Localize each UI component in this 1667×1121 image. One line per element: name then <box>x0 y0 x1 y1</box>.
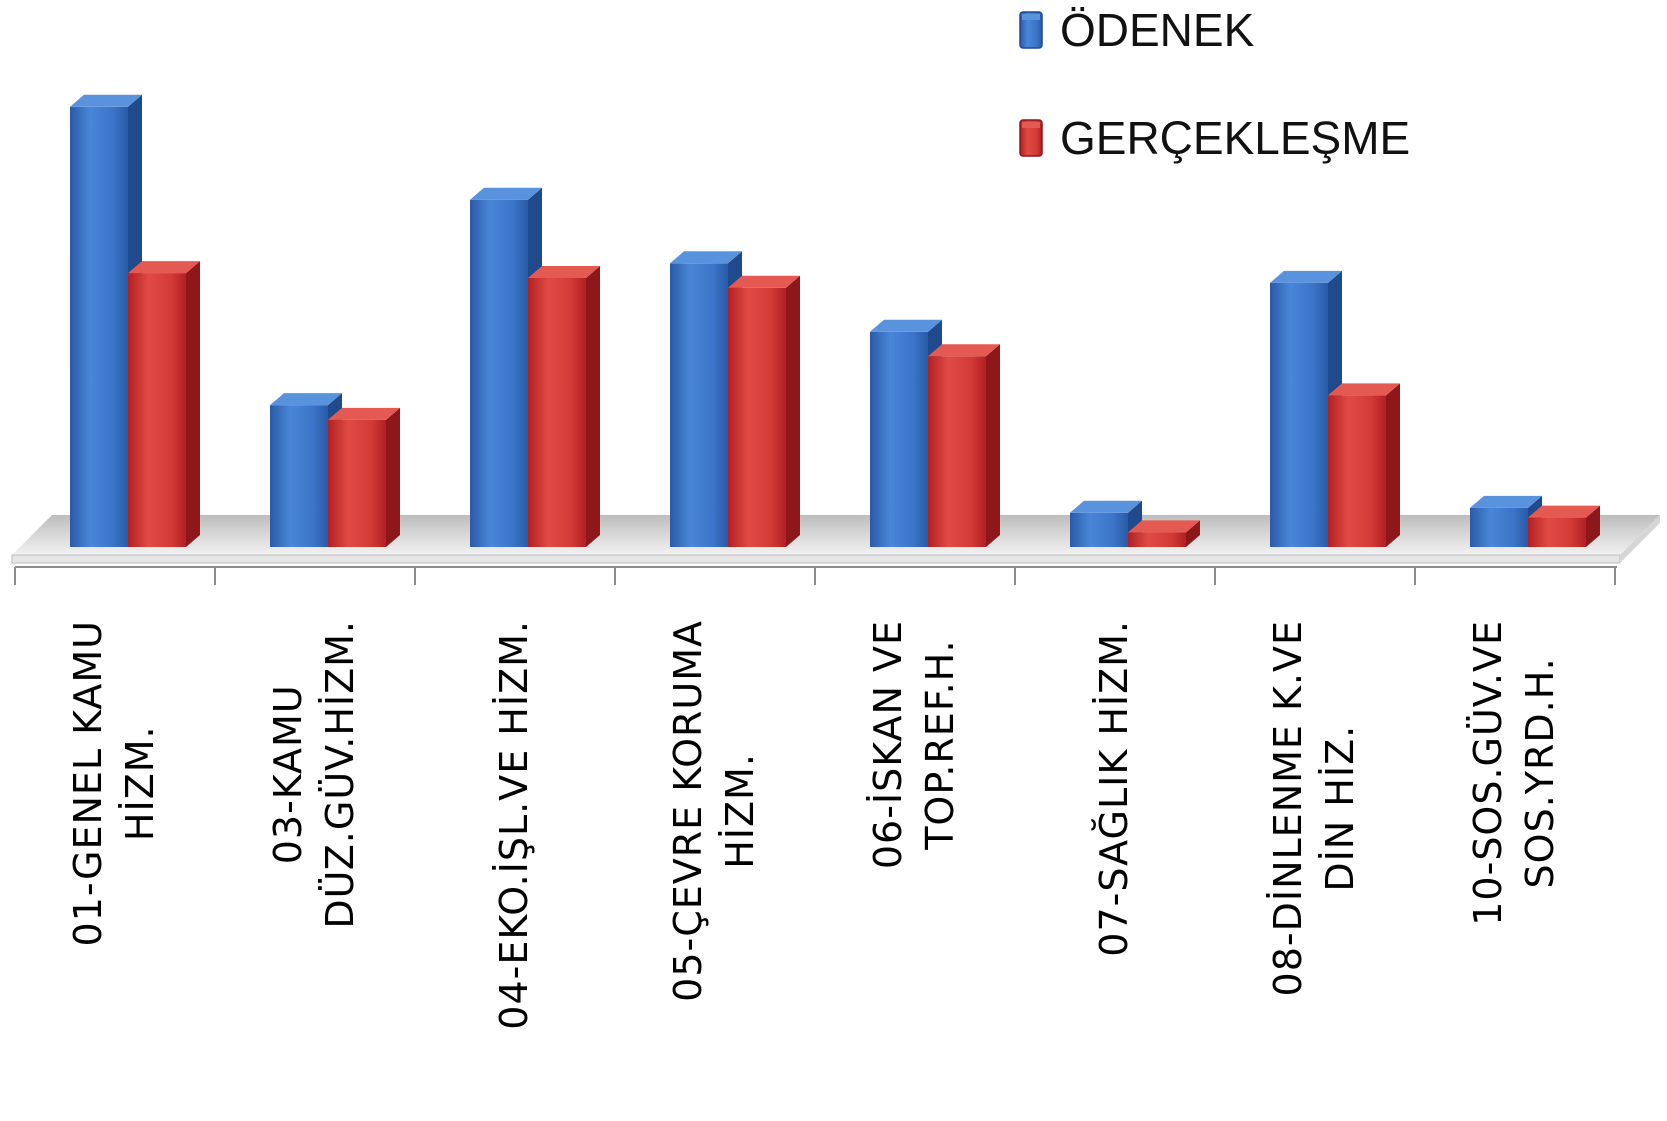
chart-floor-edge <box>11 554 1621 564</box>
bar-gerceklesme <box>1128 520 1200 547</box>
legend-swatch <box>1019 119 1043 157</box>
x-tick-label: 10-SOS.GÜV.VE SOS.YRD.H. <box>1466 620 1562 926</box>
x-tick-label: 01-GENEL KAMU HİZM. <box>66 620 162 946</box>
bar-gerceklesme <box>128 261 200 547</box>
legend-label: GERÇEKLEŞME <box>1060 112 1410 164</box>
x-tick-label: 04-EKO.İŞL.VE HİZM. <box>492 620 536 1030</box>
legend-label: ÖDENEK <box>1060 4 1255 56</box>
bar-gerceklesme <box>528 265 600 547</box>
x-tick-label: 03-KAMU DÜZ.GÜV.HİZM. <box>266 620 362 929</box>
bar-gerceklesme <box>1528 505 1600 547</box>
bar-gerceklesme <box>928 344 1000 547</box>
x-tick-label: 06-İSKAN VE TOP.REF.H. <box>866 620 962 869</box>
x-tick-label: 05-ÇEVRE KORUMA HİZM. <box>666 620 762 1002</box>
bar-gerceklesme <box>1328 383 1400 547</box>
x-tick-label: 08-DİNLENME K.VE DİN HİZ. <box>1266 620 1362 996</box>
bar-gerceklesme <box>728 275 800 547</box>
legend-item-gerceklesme: GERÇEKLEŞME <box>1019 112 1410 164</box>
chart-floor-side <box>1620 515 1660 563</box>
legend-swatch <box>1019 11 1043 49</box>
bar-odenek <box>1070 500 1142 547</box>
legend-item-odenek: ÖDENEK <box>1019 4 1255 56</box>
bar-gerceklesme <box>328 407 400 547</box>
chart-floor <box>12 515 1660 555</box>
x-tick-label: 07-SAĞLIK HİZM. <box>1092 620 1136 957</box>
